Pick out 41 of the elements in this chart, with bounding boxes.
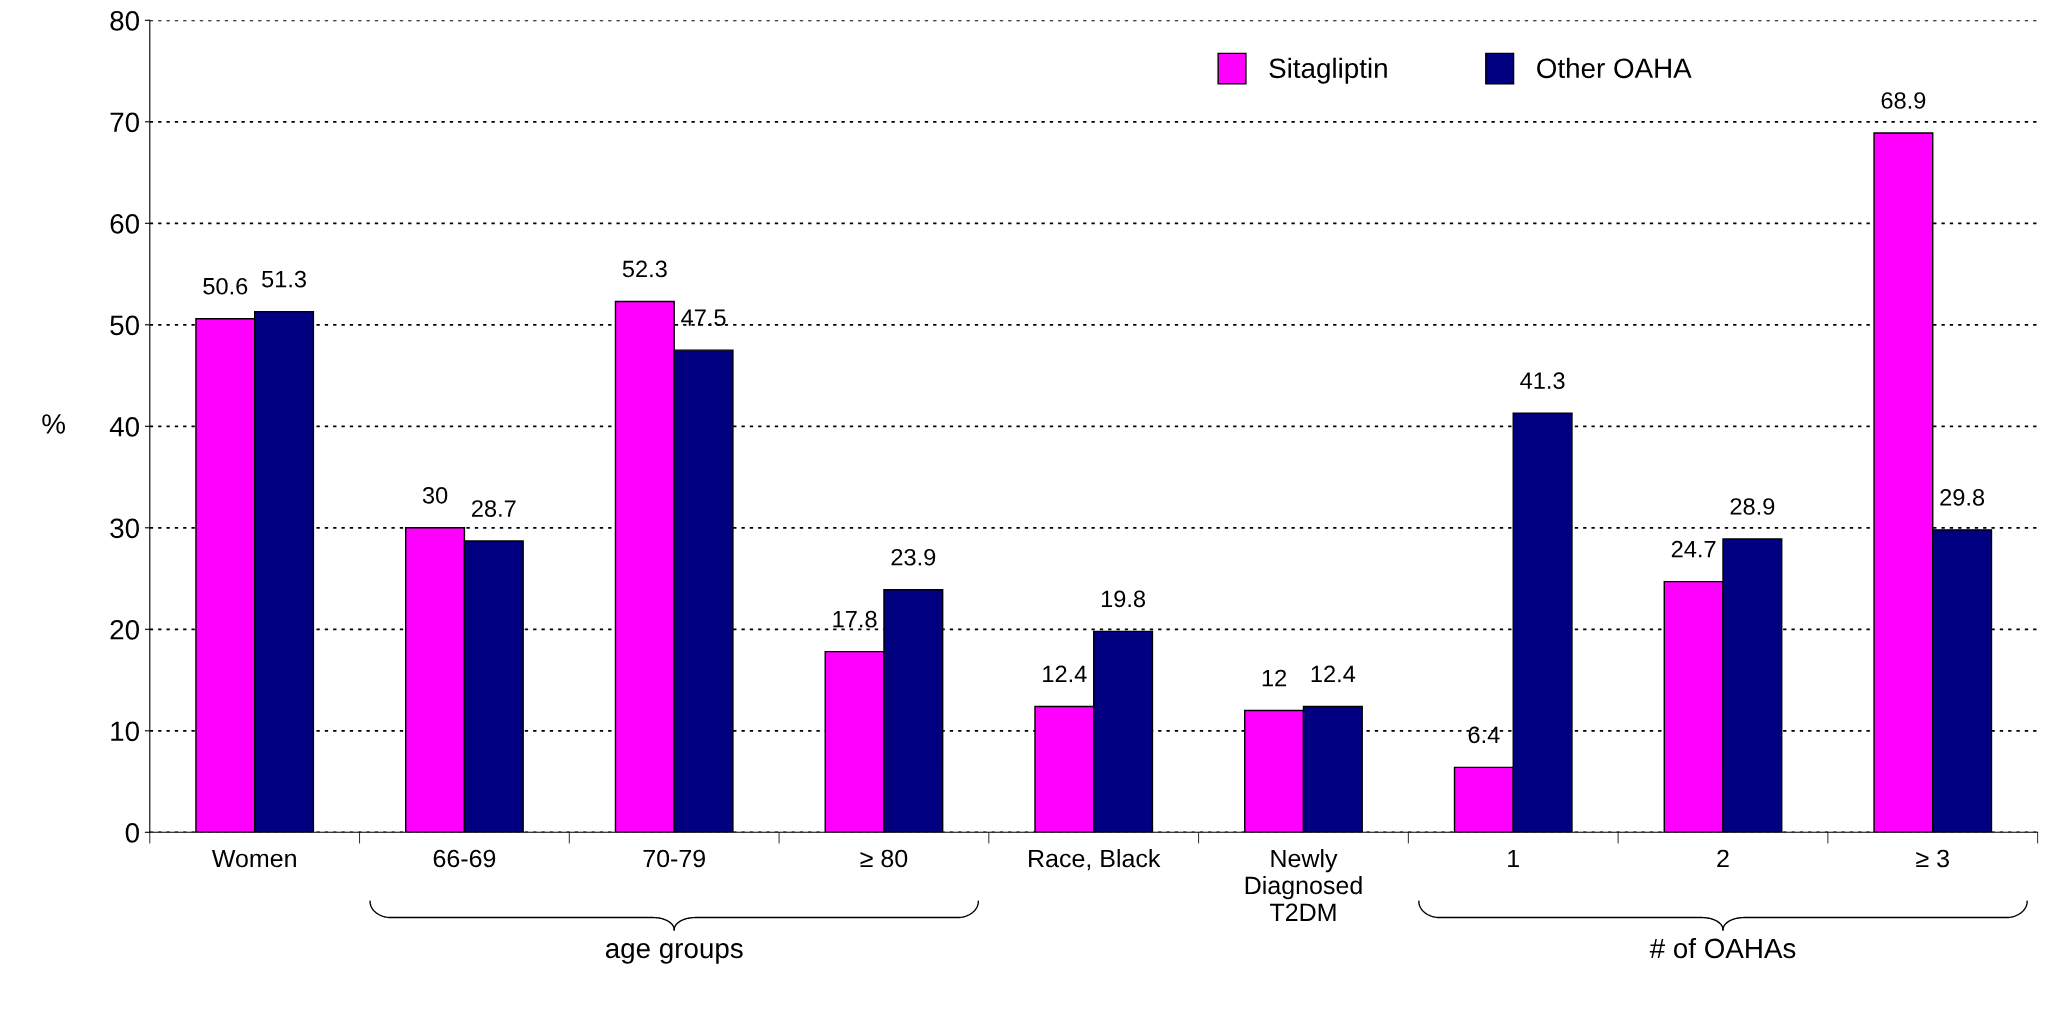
data-label: 6.4 [1468, 726, 1500, 744]
y-axis-title: % [42, 414, 65, 434]
y-tick-label: 70 [110, 112, 139, 133]
x-tick-label: Women [211, 849, 296, 868]
data-label: 28.9 [1730, 498, 1775, 515]
data-label: 28.7 [472, 500, 516, 517]
data-label: 50.6 [203, 277, 248, 295]
y-tick-label: 80 [110, 10, 139, 31]
x-tick-label: 66-69 [433, 849, 496, 868]
data-label: 41.3 [1520, 372, 1565, 389]
y-tick-label: 10 [111, 721, 139, 742]
y-tick-label: 20 [110, 619, 139, 640]
x-tick-label: 1 [1508, 849, 1519, 868]
data-label: 51.3 [262, 270, 306, 288]
y-tick-label: 30 [110, 518, 139, 539]
data-label: 12.4 [1311, 665, 1356, 683]
x-tick-label: 2 [1717, 849, 1729, 868]
data-label: 30 [422, 486, 448, 504]
data-label: 17.8 [833, 610, 877, 628]
legend-label: Other OAHA [1537, 57, 1692, 79]
text: # of OAHAs [1649, 937, 1796, 959]
text: age groups [605, 943, 743, 964]
x-tick-label: ≥ 80 [860, 849, 908, 868]
y-tick-label: 0 [125, 822, 139, 843]
x-tick-label: Newly Diagnosed T2DM [1245, 848, 1362, 921]
data-label: 23.9 [891, 548, 936, 566]
data-label: 52.3 [622, 260, 667, 278]
data-label: 29.8 [1940, 489, 1985, 506]
legend-label: Sitagliptin [1269, 57, 1387, 84]
x-tick-label: ≥ 3 [1916, 849, 1949, 868]
data-label: 12.4 [1043, 665, 1087, 683]
data-label: 68.9 [1881, 92, 1926, 109]
data-label: 47.5 [681, 309, 726, 327]
x-tick-label: Race, Black [1029, 848, 1161, 871]
data-label: 24.7 [1671, 540, 1716, 558]
x-tick-label: 70-79 [643, 849, 705, 868]
y-tick-label: 50 [110, 315, 139, 336]
data-label: 19.8 [1101, 590, 1146, 608]
y-tick-label: 60 [110, 213, 139, 234]
y-tick-label: 40 [109, 416, 139, 437]
data-label: 12 [1262, 669, 1287, 687]
